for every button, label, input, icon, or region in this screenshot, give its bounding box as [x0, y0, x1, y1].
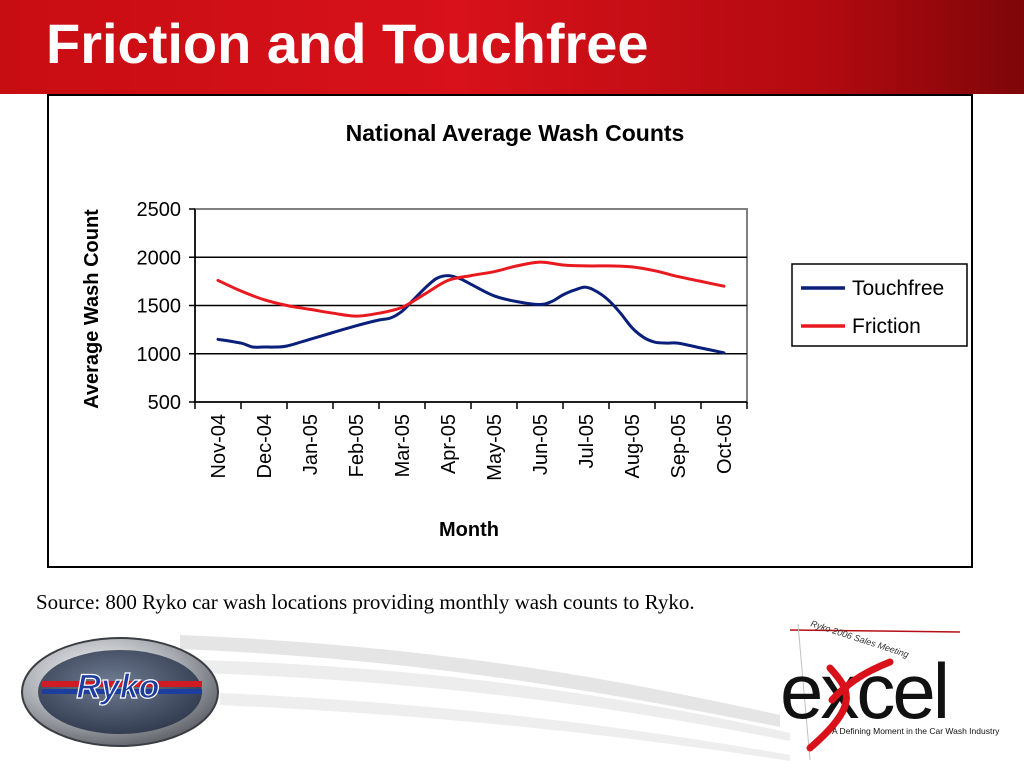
x-tick-label: Dec-04 [254, 414, 276, 478]
x-tick-label: Nov-04 [208, 414, 230, 478]
legend-box [791, 263, 968, 347]
y-tick-label: 2500 [137, 199, 182, 221]
x-axis-label: Month [439, 519, 499, 541]
series-line-touchfree [216, 274, 726, 355]
chart-frame: National Average Wash Counts 2500 2000 150… [47, 94, 973, 568]
x-tick-label: Jul-05 [576, 414, 598, 468]
legend-label-touchfree: Touchfree [852, 277, 944, 300]
x-tick-label: Apr-05 [438, 414, 460, 474]
y-tick-labels: 2500 2000 1500 1000 500 [137, 199, 182, 414]
excel-logo: Ryko 2006 Sales Meeting excel A Defining… [780, 618, 1000, 760]
source-note: Source: 800 Ryko car wash locations prov… [36, 590, 695, 614]
series-line-friction [216, 260, 726, 318]
x-tick-label: Sep-05 [668, 414, 690, 479]
x-tick-label: Oct-05 [714, 414, 736, 474]
y-tick-label: 1000 [137, 344, 182, 366]
ryko-logo-text: Ryko [76, 668, 159, 706]
x-tick-label: Jan-05 [300, 414, 322, 475]
y-axis-label: Average Wash Count [81, 209, 103, 409]
line-chart: National Average Wash Counts 2500 2000 150… [81, 120, 968, 541]
decorative-swoosh [180, 635, 790, 761]
x-tick-label: Feb-05 [346, 414, 368, 477]
x-tick-labels: Nov-04 Dec-04 Jan-05 Feb-05 Mar-05 Apr-05 May-… [208, 414, 736, 481]
title-banner: Friction and Touchfree [0, 0, 1024, 94]
axes [189, 208, 748, 409]
excel-bottom-caption: A Defining Moment in the Car Wash Indust… [832, 726, 1000, 736]
x-tick-label: Mar-05 [392, 414, 414, 477]
x-tick-label: May-05 [484, 414, 506, 481]
y-tick-label: 1500 [137, 296, 182, 318]
y-tick-label: 500 [148, 392, 181, 414]
x-tick-label: Jun-05 [530, 414, 552, 475]
y-tick-label: 2000 [137, 247, 182, 269]
slide-title: Friction and Touchfree [46, 12, 649, 75]
x-tick-label: Aug-05 [622, 414, 644, 479]
excel-word: excel [780, 647, 947, 735]
chart-title: National Average Wash Counts [346, 120, 685, 146]
legend-label-friction: Friction [852, 315, 921, 338]
legend: Touchfree Friction [791, 263, 968, 347]
ryko-logo: Ryko [21, 637, 219, 747]
series-lines [216, 260, 726, 355]
